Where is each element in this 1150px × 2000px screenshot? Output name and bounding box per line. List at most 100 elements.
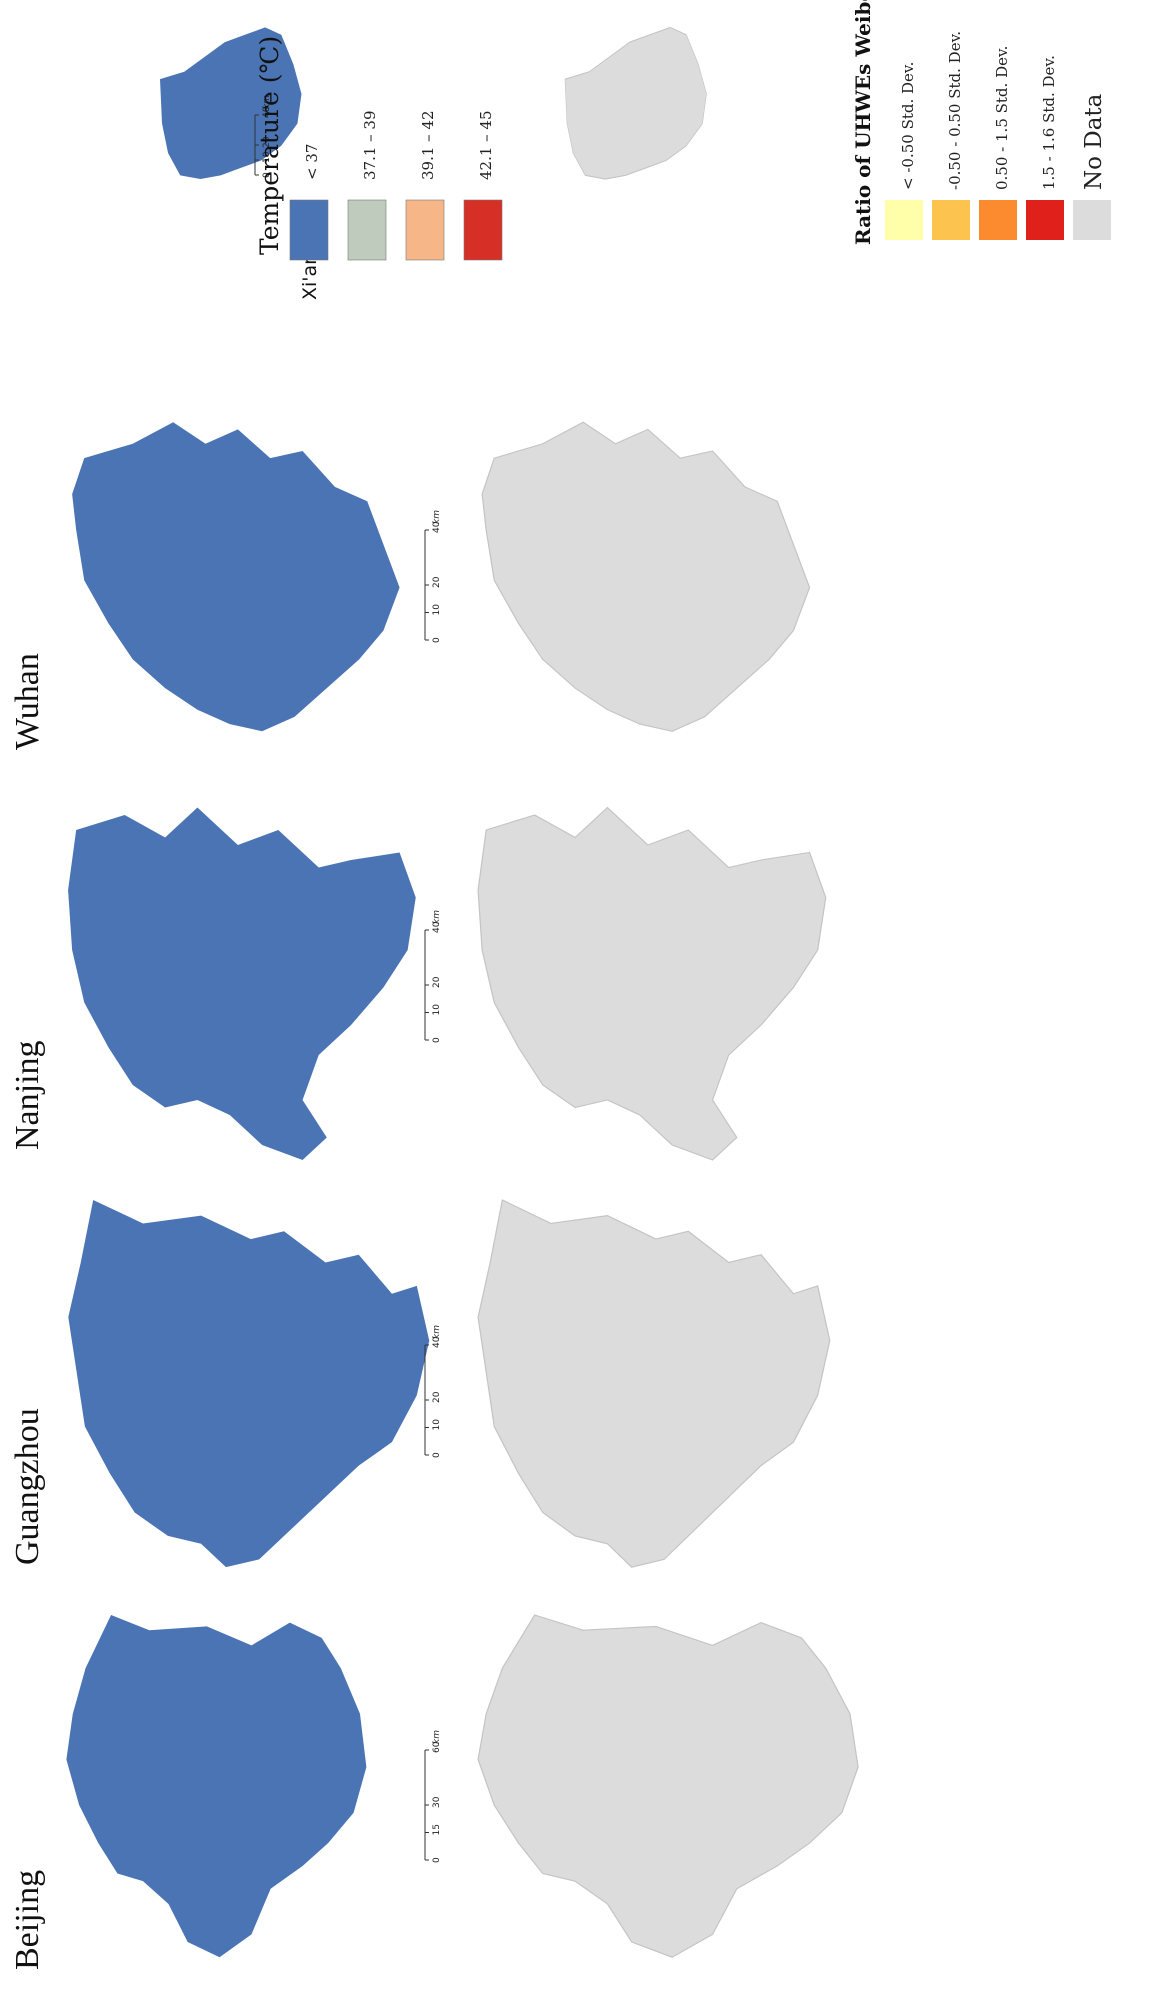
xian-weibo-point [652,224,654,228]
xian-weibo-point [692,212,694,216]
xian-weibo-point [682,204,684,208]
xian-temperature-cell [252,308,261,321]
nanjing-scale-tick-label: 10 [432,1004,442,1016]
xian-weibo-point [671,199,673,203]
wuhan-weibo-point [824,620,828,624]
nanjing-temperature-cell [369,1078,375,1082]
xian-weibo-point [691,194,693,198]
nanjing-weibo-point [743,811,748,816]
xian-weibo-point [649,247,651,251]
nanjing-weibo-point [808,1073,813,1078]
xian-weibo-point [652,276,654,280]
beijing-weibo-point [749,1931,754,1936]
beijing-temperature-cell [150,1911,166,1926]
xian-weibo-point [667,195,669,199]
xian-temperature-cell [265,280,273,291]
xian-weibo-point [686,177,689,180]
xian-weibo-point [715,328,717,332]
xian-weibo-point [662,195,664,199]
xian-weibo-point [697,235,699,239]
xian-weibo-map [564,26,749,350]
xian-weibo-point [674,169,677,173]
wuhan-weibo-point [841,525,845,529]
xian-weibo-point [670,202,672,206]
nanjing-weibo-point [815,963,820,968]
xian-weibo-point [692,206,694,210]
xian-weibo-point [698,196,700,200]
xian-weibo-point [673,221,675,225]
xian-temperature-cell [261,278,268,288]
nanjing-temperature-cell [413,1037,416,1060]
xian-weibo-point [747,167,749,171]
nanjing-weibo-point [735,1106,740,1111]
beijing-weibo-point [624,1952,629,1957]
xian-weibo-point [724,136,726,140]
beijing-temperature-cell [289,1875,303,1896]
guangzhou-temperature-cell [417,1511,426,1523]
nanjing-weibo-point [786,1044,791,1049]
xian-temperature-cell [333,171,338,177]
xian-weibo-point [669,251,671,255]
xian-weibo-point [630,253,632,257]
guangzhou-weibo-point [757,1506,762,1510]
xian-weibo-point [672,188,674,192]
xian-weibo-point [651,298,653,302]
xian-weibo-point [653,190,655,194]
xian-temperature-cell [235,311,244,334]
guangzhou-weibo-point [775,1477,780,1482]
xian-weibo-point [702,224,704,228]
xian-weibo-point [695,162,698,167]
xian-weibo-point [681,228,683,232]
nanjing-temperature-cell [382,987,396,996]
wuhan-temperature-cell [363,685,373,699]
xian-weibo-point [694,187,696,191]
guangzhou-weibo-point [858,1400,862,1404]
wuhan-weibo-point [717,716,722,720]
xian-weibo-point [736,119,738,123]
xian-weibo-point [690,218,692,222]
guangzhou-weibo-point [776,1459,781,1464]
xian-weibo-point [704,247,706,251]
wuhan-temperature-cell [405,619,423,632]
wuhan-weibo-point [787,641,792,645]
guangzhou-weibo-point [850,1351,854,1355]
beijing-temperature-cell [311,1913,317,1923]
xian-weibo-point [679,247,681,251]
xian-weibo-point [697,208,699,212]
wuhan-weibo-point [755,464,760,469]
xian-weibo-point [663,322,665,326]
xian-weibo-point [733,209,735,213]
xian-weibo-point [692,137,695,142]
beijing-weibo-point [580,1906,585,1911]
wuhan-weibo-point [503,623,508,628]
xian-weibo-point [657,170,660,174]
guangzhou-temperature-cell [395,1444,402,1453]
guangzhou-temperature-cell [412,1403,429,1416]
nanjing-weibo-point [827,1022,831,1026]
xian-weibo-point [672,194,674,198]
beijing-weibo-point [506,1834,511,1839]
xian-weibo-point [702,285,704,289]
xian-weibo-point [722,330,724,334]
xian-weibo-point [661,262,663,266]
nanjing-temperature-cell [357,1056,366,1063]
xian-weibo-point [654,197,656,201]
xian-weibo-point [669,346,671,350]
nanjing-weibo-point [671,813,676,817]
guangzhou-weibo-point [828,1314,830,1319]
xian-weibo-point [689,203,691,207]
xian-weibo-point [742,239,744,243]
xian-weibo-point [653,171,656,175]
xian-weibo-point [737,238,739,242]
xian-weibo-point [670,184,672,188]
nanjing-weibo-base [477,806,827,1161]
guangzhou-temperature-cell [386,1486,394,1496]
nanjing-temperature-cell [396,1045,412,1059]
xian-weibo-point [671,191,673,195]
guangzhou-temperature-cell [385,1475,405,1490]
xian-weibo-point [685,264,687,268]
nanjing-weibo-point [750,1127,755,1132]
xian-weibo-point [686,185,688,189]
xian-weibo-point [704,327,706,331]
xian-weibo-point [686,166,689,171]
